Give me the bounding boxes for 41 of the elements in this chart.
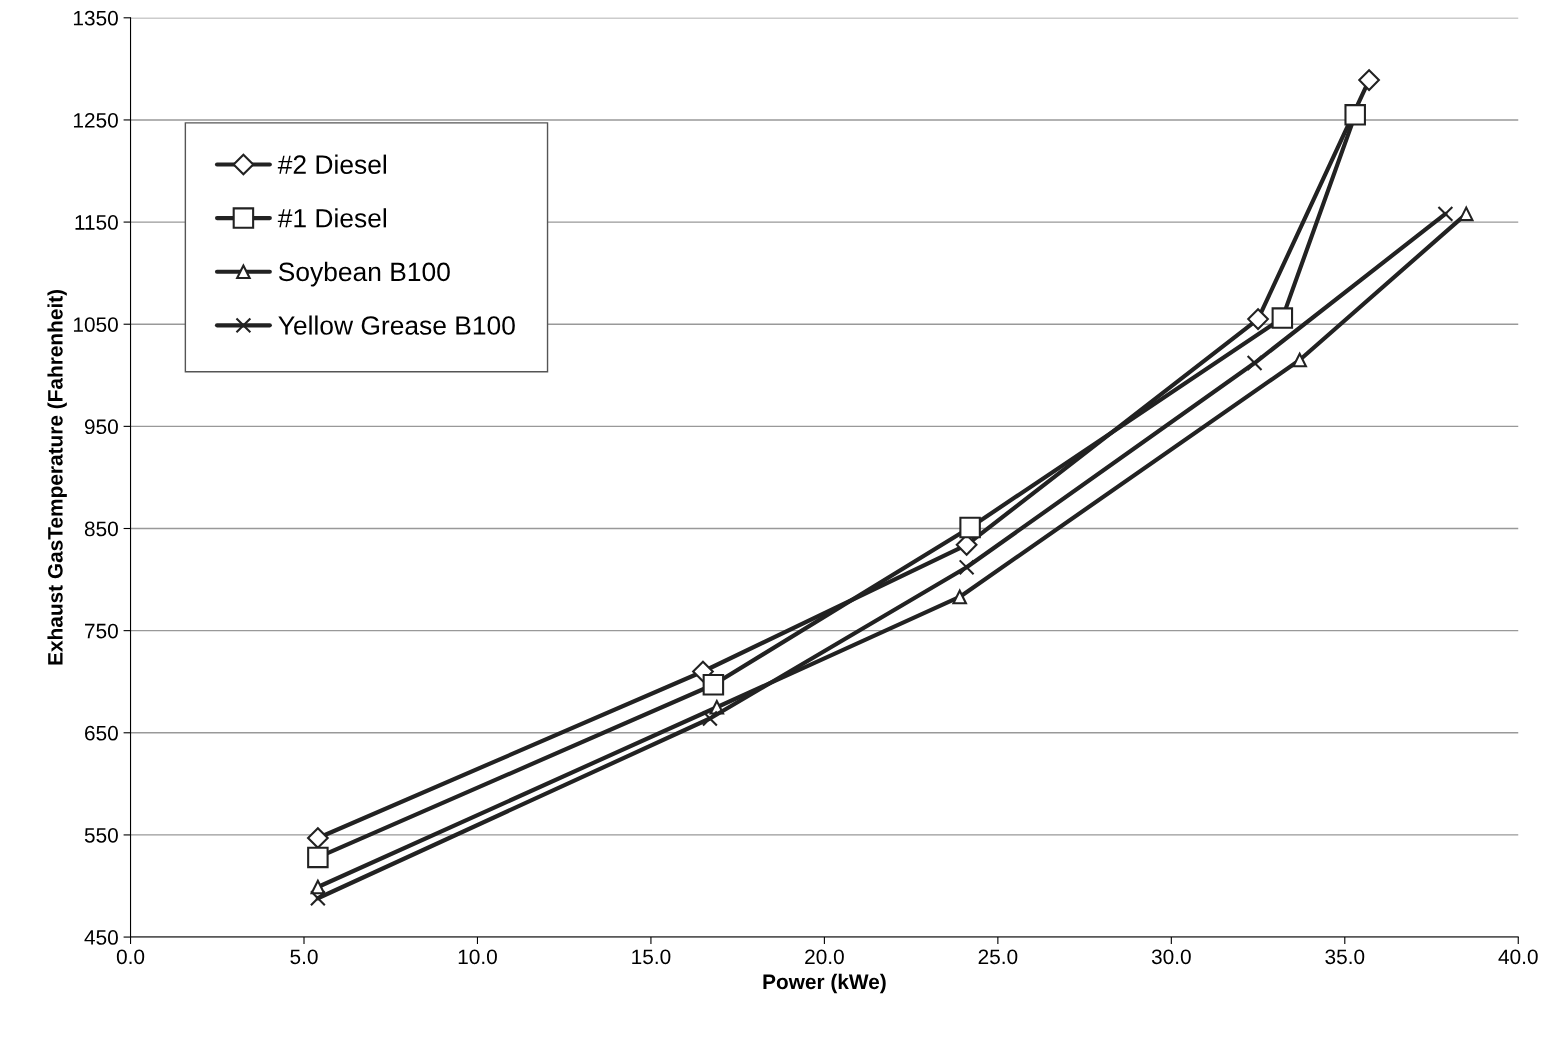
point xyxy=(1292,352,1307,368)
y-axis-title: Exhaust GasTemperature (Fahrenheit) xyxy=(47,289,67,665)
x-tick-label: 10.0 xyxy=(458,949,497,965)
y-tick-label: 750 xyxy=(85,623,118,639)
point xyxy=(307,846,329,869)
legend-label: Soybean B100 xyxy=(278,261,450,287)
point xyxy=(959,516,981,539)
point xyxy=(702,674,725,696)
point xyxy=(1246,355,1263,372)
x-tick-label: 20.0 xyxy=(805,949,844,965)
x-axis-title: Power (kWe) xyxy=(763,973,886,994)
legend-label: #2 Diesel xyxy=(277,154,386,174)
point xyxy=(1358,69,1380,91)
x-tick-label: 35.0 xyxy=(1325,949,1365,965)
point xyxy=(307,827,329,849)
y-tick-label: 450 xyxy=(84,930,118,945)
y-tick-label: 1050 xyxy=(73,317,118,332)
point xyxy=(701,710,718,727)
legend-label: #1 Diesel xyxy=(277,208,386,228)
point xyxy=(1247,308,1269,330)
point xyxy=(1271,307,1294,329)
y-tick-label: 950 xyxy=(84,419,118,435)
legend-label: Yellow Grease B100 xyxy=(278,315,515,335)
point xyxy=(309,890,326,907)
y-tick-label: 850 xyxy=(84,521,118,537)
x-tick-label: 15.0 xyxy=(632,949,671,965)
point xyxy=(958,559,975,576)
point xyxy=(952,589,967,605)
y-tick-label: 550 xyxy=(84,827,118,843)
point xyxy=(1344,104,1366,126)
y-tick-label: 650 xyxy=(85,725,118,741)
y-tick-label: 1250 xyxy=(73,112,118,128)
point xyxy=(1437,205,1454,222)
y-tick-label: 1150 xyxy=(75,215,118,230)
x-tick-label: 40.0 xyxy=(1498,949,1538,965)
x-tick-label: 25.0 xyxy=(978,949,1018,965)
point xyxy=(1458,206,1474,222)
x-tick-label: 30.0 xyxy=(1151,949,1191,965)
y-tick-label: 1350 xyxy=(73,10,118,26)
x-tick-label: 5.0 xyxy=(290,949,318,965)
x-tick-label: 0.0 xyxy=(116,949,145,965)
